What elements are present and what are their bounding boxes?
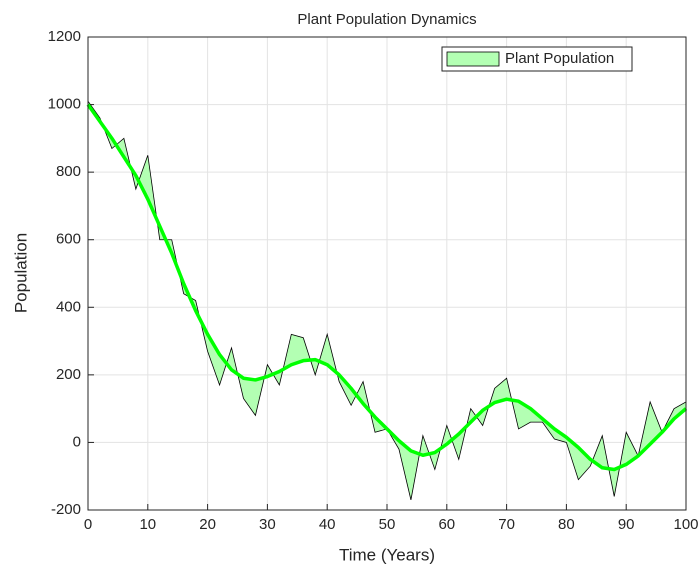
- x-tick-label: 20: [199, 516, 216, 533]
- x-tick-label: 30: [259, 516, 276, 533]
- y-tick-label: 800: [56, 163, 81, 180]
- x-tick-label: 0: [84, 516, 92, 533]
- y-tick-label: 0: [73, 433, 81, 450]
- x-axis-label: Time (Years): [339, 545, 435, 564]
- axes-box: [87, 36, 687, 511]
- x-tick-label: 100: [673, 516, 698, 533]
- x-tick-label: 60: [438, 516, 455, 533]
- legend-label: Plant Population: [505, 50, 614, 67]
- x-tick-label: 10: [139, 516, 156, 533]
- trend-line: [86, 103, 688, 472]
- y-axis-label: Population: [11, 233, 30, 313]
- x-tick-label: 70: [498, 516, 515, 533]
- y-tick-label: 1200: [48, 28, 81, 45]
- legend-swatch: [446, 51, 500, 67]
- y-tick-label: 200: [56, 366, 81, 383]
- x-tick-label: 90: [618, 516, 635, 533]
- y-tick-label: 400: [56, 298, 81, 315]
- y-tick-label: 1000: [48, 96, 81, 113]
- x-tick-label: 50: [379, 516, 396, 533]
- y-tick-label: -200: [51, 501, 81, 518]
- chart-title: Plant Population Dynamics: [297, 11, 476, 28]
- y-tick-label: 600: [56, 231, 81, 248]
- x-tick-label: 80: [558, 516, 575, 533]
- x-tick-label: 40: [319, 516, 336, 533]
